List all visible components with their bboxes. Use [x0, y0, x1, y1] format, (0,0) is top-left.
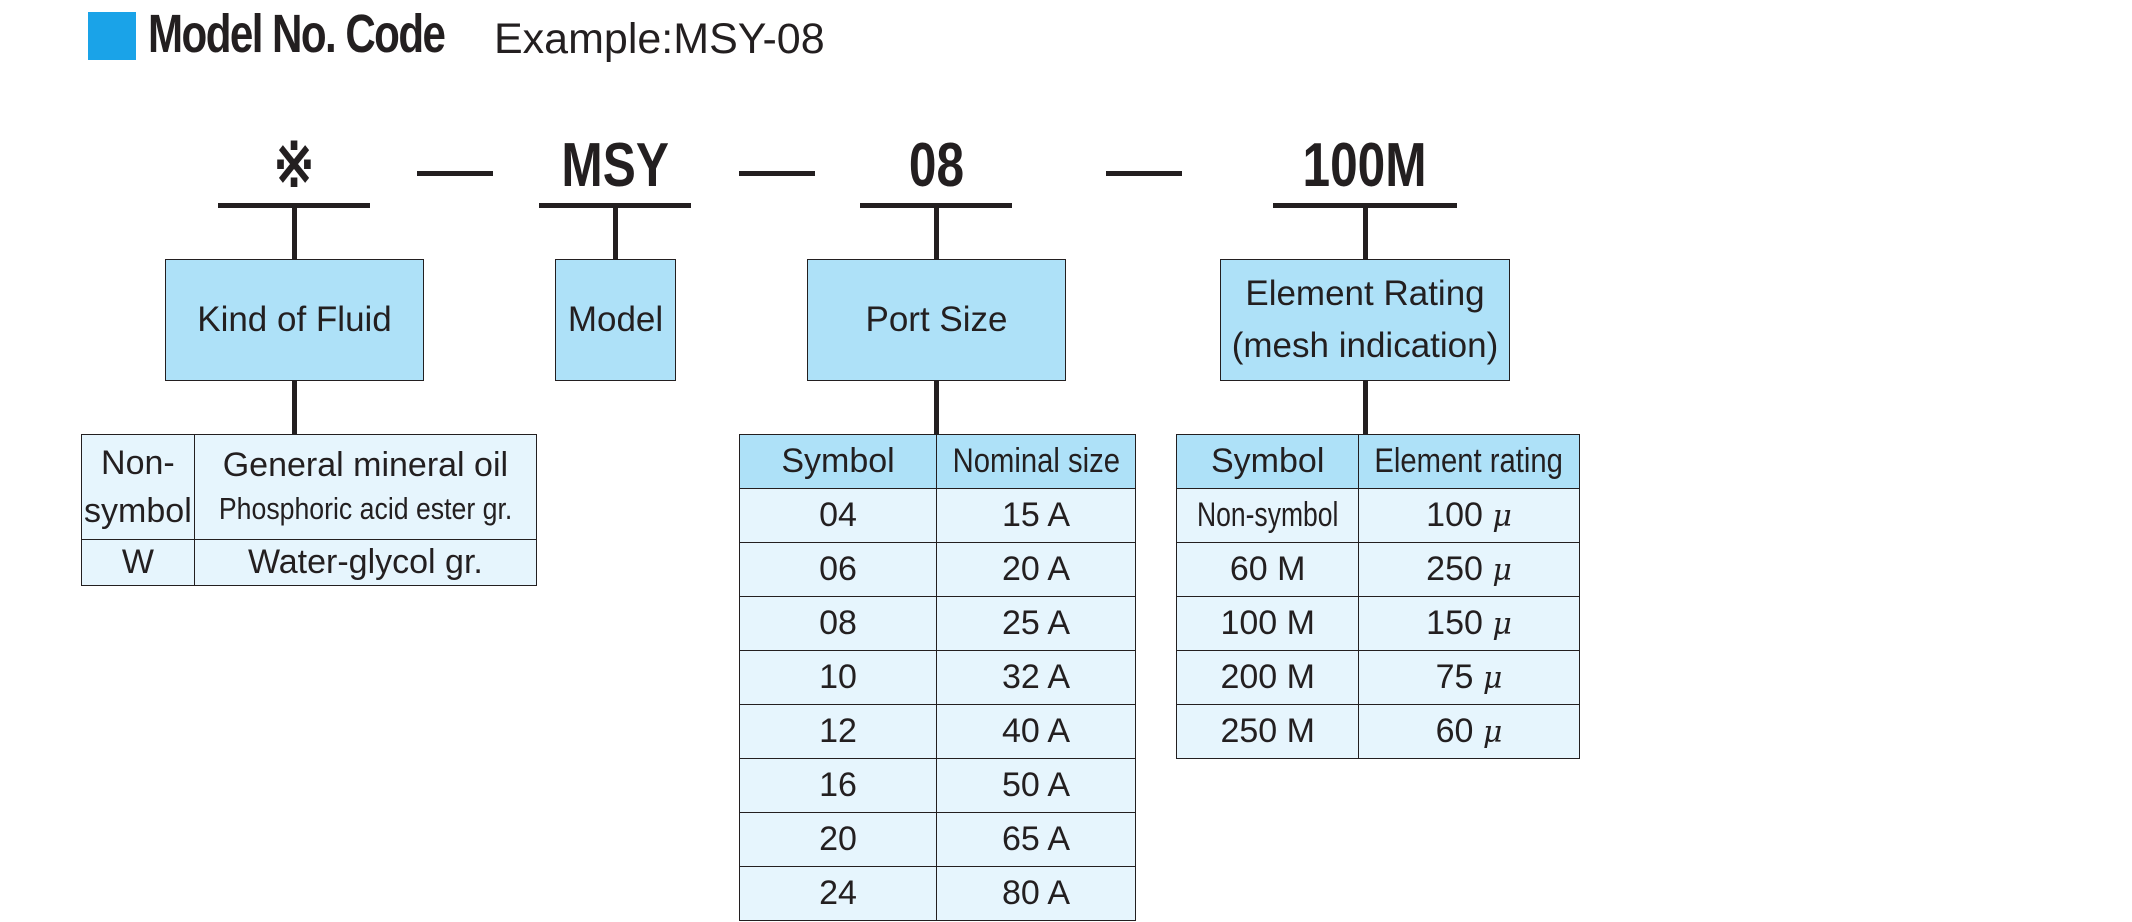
connector-line	[292, 381, 297, 435]
code-port-underline	[860, 203, 1012, 208]
table-row: 10 32 A	[738, 650, 1136, 705]
column-header: Element rating	[1358, 434, 1580, 489]
code-fluid-underline	[218, 203, 370, 208]
table-row: 20 65 A	[738, 812, 1136, 867]
table-cell: 200 M	[1175, 650, 1360, 705]
table-cell: 100 M	[1175, 596, 1360, 651]
code-element-underline	[1273, 203, 1457, 208]
table-row: Non-symbol 100 μ	[1175, 488, 1580, 543]
table-row: 200 M 75 μ	[1175, 650, 1580, 705]
table-cell: 10	[738, 650, 938, 705]
table-cell: General mineral oil Phosphoric acid este…	[193, 434, 538, 540]
code-separator	[417, 171, 493, 176]
table-row: 12 40 A	[738, 704, 1136, 759]
table-cell: 250 μ	[1358, 542, 1580, 597]
table-header-row: Symbol Nominal size	[738, 434, 1136, 489]
table-cell: 15 A	[936, 488, 1136, 543]
port-size-table: Symbol Nominal size 04 15 A 06 20 A 08 25 A…	[738, 434, 1136, 921]
connector-line	[613, 206, 618, 260]
table-row: W Water-glycol gr.	[81, 539, 538, 586]
table-cell: 75 μ	[1358, 650, 1580, 705]
element-rating-table: Symbol Element rating Non-symbol 100 μ 6…	[1175, 434, 1580, 759]
table-row: 04 15 A	[738, 488, 1136, 543]
table-header-row: Symbol Element rating	[1175, 434, 1580, 489]
code-model: MSY	[561, 131, 669, 200]
table-cell: 06	[738, 542, 938, 597]
column-header: Symbol	[1175, 434, 1360, 489]
page-title: Model No. Code	[148, 4, 446, 64]
box-model: Model	[555, 259, 676, 381]
table-cell: 20 A	[936, 542, 1136, 597]
table-cell: 08	[738, 596, 938, 651]
connector-line	[934, 206, 939, 260]
table-row: Non- symbol General mineral oil Phosphor…	[81, 434, 538, 540]
table-row: 24 80 A	[738, 866, 1136, 921]
table-cell: 250 M	[1175, 704, 1360, 759]
table-cell: 150 μ	[1358, 596, 1580, 651]
table-cell: Non- symbol	[81, 434, 195, 540]
table-cell: 16	[738, 758, 938, 813]
table-cell: Non-symbol	[1175, 488, 1360, 543]
title-marker	[88, 12, 136, 60]
table-cell: 32 A	[936, 650, 1136, 705]
table-cell: 40 A	[936, 704, 1136, 759]
table-cell: 100 μ	[1358, 488, 1580, 543]
table-cell: W	[81, 539, 195, 586]
code-port: 08	[908, 131, 964, 200]
table-row: 250 M 60 μ	[1175, 704, 1580, 759]
table-cell: 65 A	[936, 812, 1136, 867]
table-cell: 04	[738, 488, 938, 543]
table-cell: 12	[738, 704, 938, 759]
table-cell: 50 A	[936, 758, 1136, 813]
connector-line	[1363, 381, 1368, 435]
table-cell: 80 A	[936, 866, 1136, 921]
example-code: Example:MSY-08	[494, 15, 825, 63]
box-port-size: Port Size	[807, 259, 1066, 381]
fluid-table: Non- symbol General mineral oil Phosphor…	[81, 434, 538, 586]
code-fluid-symbol: ※	[273, 131, 315, 200]
table-row: 100 M 150 μ	[1175, 596, 1580, 651]
connector-line	[292, 206, 297, 260]
code-separator	[739, 171, 815, 176]
connector-line	[1363, 206, 1368, 260]
code-element: 100M	[1302, 131, 1428, 200]
table-cell: Water-glycol gr.	[193, 539, 538, 586]
code-model-underline	[539, 203, 691, 208]
table-row: 60 M 250 μ	[1175, 542, 1580, 597]
table-cell: 24	[738, 866, 938, 921]
table-cell: 25 A	[936, 596, 1136, 651]
table-row: 16 50 A	[738, 758, 1136, 813]
box-kind-of-fluid: Kind of Fluid	[165, 259, 424, 381]
box-element-rating: Element Rating (mesh indication)	[1220, 259, 1510, 381]
table-cell: 60 M	[1175, 542, 1360, 597]
connector-line	[934, 381, 939, 435]
code-separator	[1106, 171, 1182, 176]
column-header: Nominal size	[936, 434, 1136, 489]
table-cell: 20	[738, 812, 938, 867]
table-row: 08 25 A	[738, 596, 1136, 651]
table-row: 06 20 A	[738, 542, 1136, 597]
table-cell: 60 μ	[1358, 704, 1580, 759]
column-header: Symbol	[738, 434, 938, 489]
